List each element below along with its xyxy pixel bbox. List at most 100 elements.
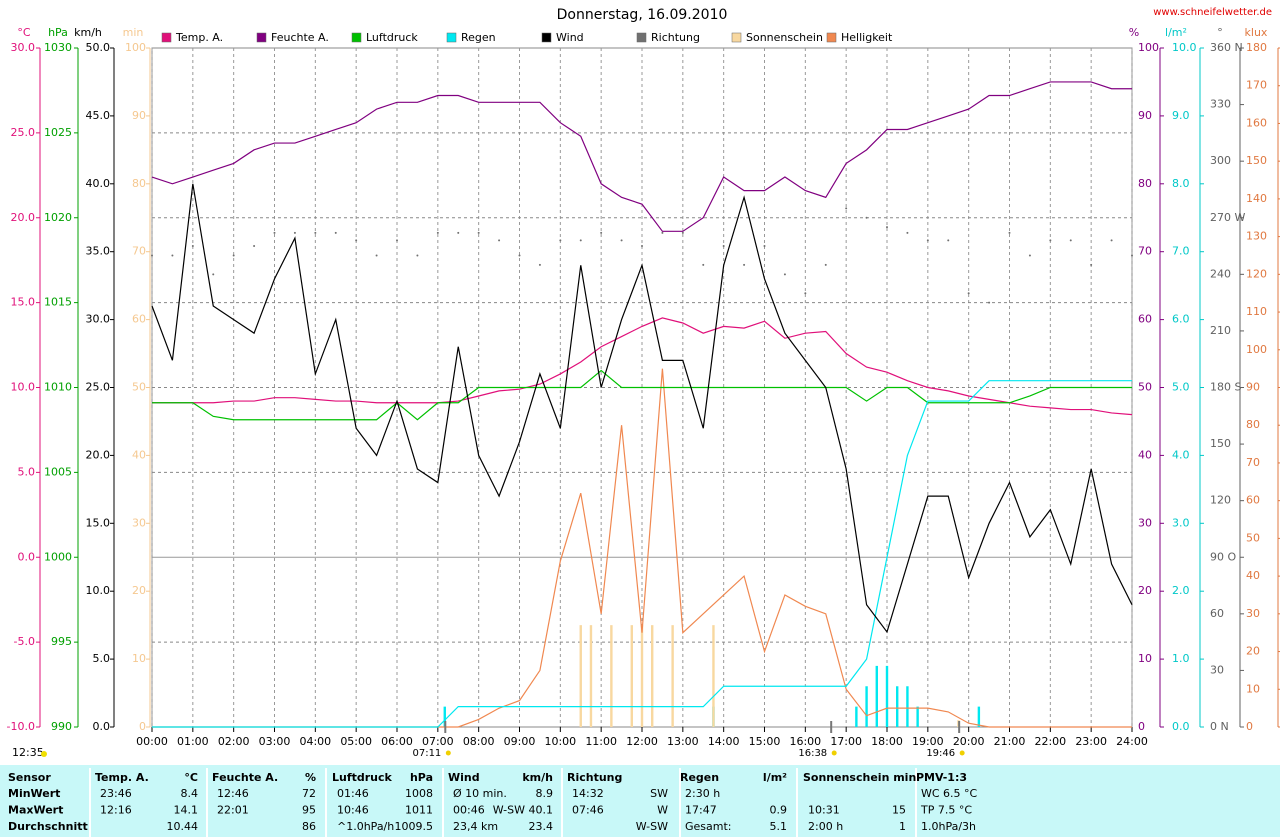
y-tick-label: 15.0 <box>11 296 36 309</box>
bar <box>865 686 868 727</box>
y-tick-label: 110 <box>1246 305 1267 318</box>
y-tick-label: 0 <box>139 720 146 733</box>
y-tick-label: 990 <box>51 720 72 733</box>
direction-dot <box>171 254 174 257</box>
table-cell: 5.1 <box>770 820 788 833</box>
direction-dot <box>722 245 725 248</box>
x-tick-label: 09:00 <box>504 735 536 748</box>
y-tick-label: 1.0 <box>1172 652 1190 665</box>
table-cell: WC 6.5 °C <box>921 787 978 800</box>
table-cell: 1.0hPa/3h <box>921 820 976 833</box>
y-tick-label: 0.0 <box>1172 720 1190 733</box>
table-cell: 86 <box>302 820 316 833</box>
y-tick-label: 5.0 <box>93 652 111 665</box>
x-tick-label: 24:00 <box>1116 735 1148 748</box>
series-line <box>151 81 1132 232</box>
y-tick-label: 40.0 <box>86 177 111 190</box>
y-tick-label: 5.0 <box>1172 381 1190 394</box>
y-tick-label: 5.0 <box>18 465 36 478</box>
table-cell: 14:32 <box>572 787 604 800</box>
x-tick-label: 06:00 <box>381 735 413 748</box>
direction-dot <box>804 292 807 295</box>
legend-swatch <box>541 32 552 43</box>
direction-dot <box>1008 231 1011 234</box>
y-tick-label: 30 <box>1246 607 1260 620</box>
y-tick-label: 20.0 <box>11 211 36 224</box>
y-tick-label: 150 <box>1246 154 1267 167</box>
direction-dot <box>1028 254 1031 257</box>
y-tick-label: -10.0 <box>7 720 35 733</box>
bar <box>712 625 715 727</box>
direction-dot <box>988 301 991 304</box>
table-bg <box>0 765 1280 837</box>
x-tick-label: 15:00 <box>749 735 781 748</box>
y-tick-label: 2.0 <box>1172 584 1190 597</box>
y-tick-label: 240 <box>1210 267 1231 280</box>
table-cell: 10.44 <box>167 820 199 833</box>
table-cell: °C <box>184 771 198 784</box>
source: www.schneifelwetter.de <box>1153 7 1272 18</box>
y-tick-label: 10.0 <box>11 381 36 394</box>
y-tick-label: 20 <box>1246 645 1260 658</box>
direction-dot <box>1049 239 1052 242</box>
bar <box>630 625 633 727</box>
y-tick-label: 4.0 <box>1172 448 1190 461</box>
y-tick-label: 20 <box>132 584 146 597</box>
y-tick-label: 15.0 <box>86 516 111 529</box>
table-cell: 0.9 <box>770 804 788 817</box>
direction-dot <box>865 216 868 219</box>
legend-swatch <box>636 32 647 43</box>
direction-dot <box>681 231 684 234</box>
legend-swatch <box>731 32 742 43</box>
axis-unit: ° <box>1217 26 1223 39</box>
direction-dot <box>232 254 235 257</box>
table-cell: 1008 <box>405 787 433 800</box>
series-line <box>151 183 1133 634</box>
legend-swatch <box>351 32 362 43</box>
direction-dot <box>416 254 419 257</box>
y-tick-label: 10.0 <box>1172 41 1197 54</box>
axis-unit: hPa <box>48 26 68 39</box>
direction-dot <box>212 273 215 276</box>
y-tick-label: 90 <box>1138 109 1152 122</box>
bar <box>855 706 858 727</box>
x-tick-label: 02:00 <box>218 735 250 748</box>
y-tick-label: 0 <box>1138 720 1145 733</box>
x-tick-label: 22:00 <box>1034 735 1066 748</box>
direction-dot <box>498 239 501 242</box>
y-tick-label: 140 <box>1246 192 1267 205</box>
legend-swatch <box>256 32 267 43</box>
x-tick-label: 00:00 <box>136 735 168 748</box>
table-cell: 23.4 <box>529 820 554 833</box>
direction-dot <box>559 239 562 242</box>
axis-unit: min <box>123 26 144 39</box>
y-tick-label: 40 <box>1246 569 1260 582</box>
bar <box>896 686 899 727</box>
x-tick-label: 21:00 <box>994 735 1026 748</box>
direction-dot <box>783 273 786 276</box>
direction-dot <box>314 231 317 234</box>
y-tick-label: 9.0 <box>1172 109 1190 122</box>
x-tick-label: 19:00 <box>912 735 944 748</box>
table-cell: 72 <box>302 787 316 800</box>
direction-dot <box>334 231 337 234</box>
legend-label: Helligkeit <box>841 31 893 44</box>
direction-dot <box>906 231 909 234</box>
table-cell: W <box>657 804 668 817</box>
table-cell: 00:46 <box>453 804 485 817</box>
direction-dot <box>1090 263 1093 266</box>
table-cell: 23:46 <box>100 787 132 800</box>
table-cell: 2:00 h <box>808 820 843 833</box>
table-cell: Durchschnitt <box>8 820 88 833</box>
table-cell: 1 <box>899 820 906 833</box>
y-tick-label: 130 <box>1246 230 1267 243</box>
y-tick-label: 70 <box>132 245 146 258</box>
y-tick-label: 1025 <box>44 126 72 139</box>
x-tick-label: 20:00 <box>953 735 985 748</box>
direction-dot <box>518 254 521 257</box>
direction-dot <box>151 254 153 257</box>
y-tick-label: 80 <box>132 177 146 190</box>
direction-dot <box>824 263 827 266</box>
table-cell: 17:47 <box>685 804 717 817</box>
